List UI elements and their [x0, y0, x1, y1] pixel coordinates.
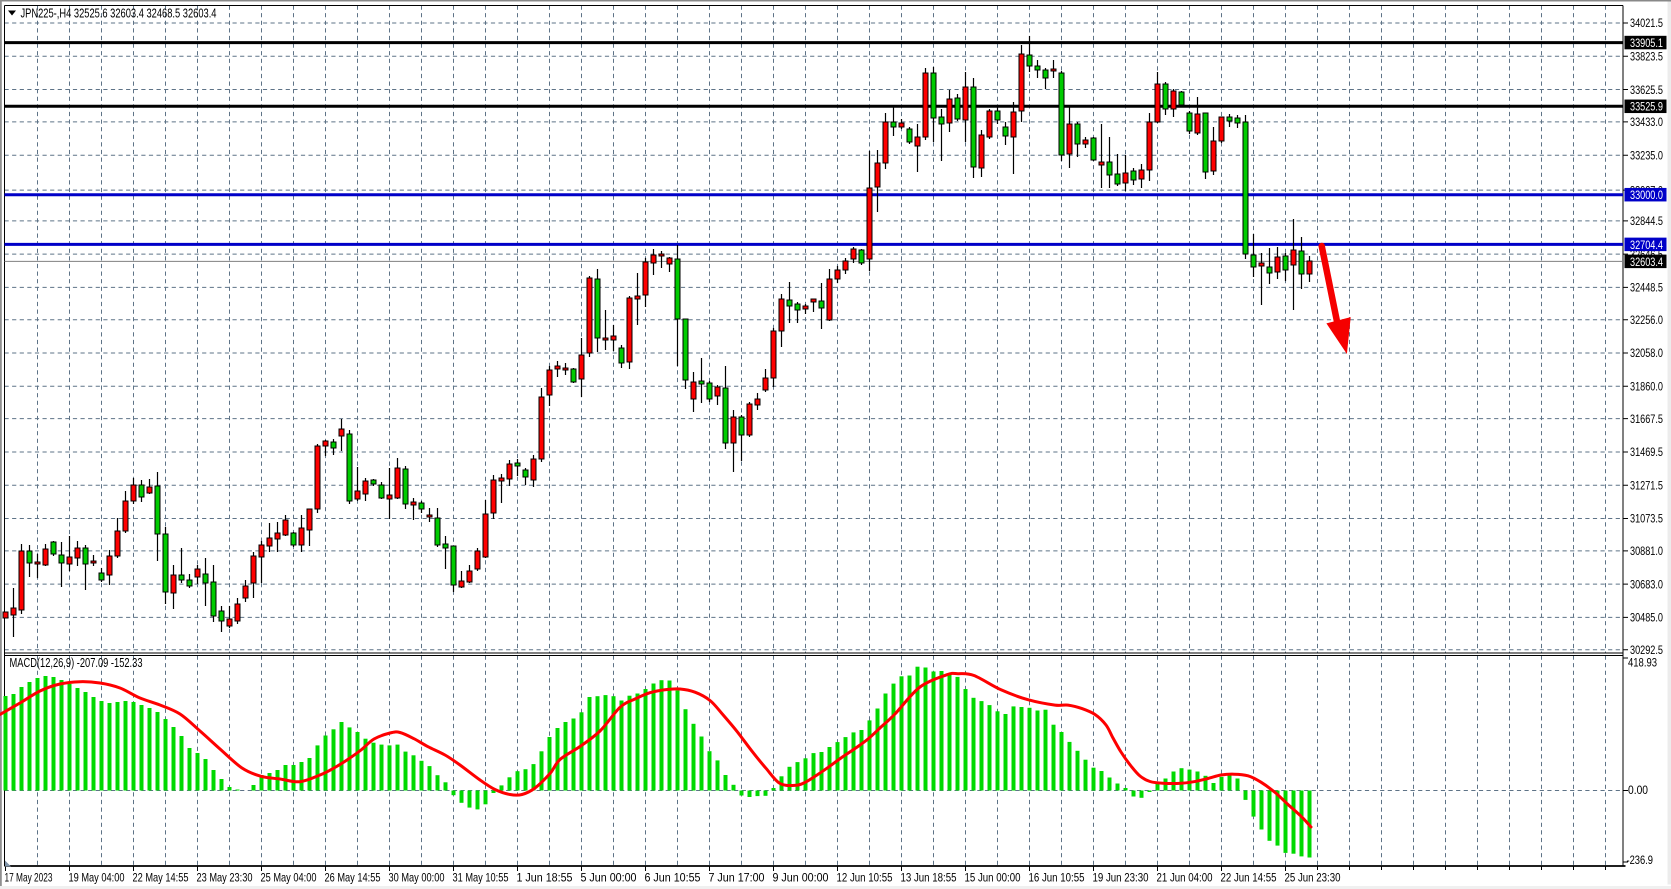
svg-text:30292.5: 30292.5: [1630, 643, 1663, 657]
svg-text:33625.5: 33625.5: [1630, 83, 1663, 97]
svg-text:30881.0: 30881.0: [1630, 544, 1663, 558]
svg-text:23 May 23:30: 23 May 23:30: [197, 871, 253, 885]
svg-text:31271.5: 31271.5: [1630, 478, 1663, 492]
svg-text:33000.0: 33000.0: [1630, 188, 1663, 202]
svg-text:32448.5: 32448.5: [1630, 281, 1663, 295]
svg-text:JPN225-,H4 32525.6 32603.4 32: JPN225-,H4 32525.6 32603.4 32468.5 32603…: [21, 7, 217, 21]
svg-text:22 Jun 14:55: 22 Jun 14:55: [1221, 871, 1277, 885]
svg-text:5 Jun 00:00: 5 Jun 00:00: [581, 871, 637, 885]
svg-text:12 Jun 10:55: 12 Jun 10:55: [837, 871, 893, 885]
svg-text:19 May 04:00: 19 May 04:00: [69, 871, 125, 885]
svg-text:32844.5: 32844.5: [1630, 214, 1663, 228]
svg-text:21 Jun 04:00: 21 Jun 04:00: [1157, 871, 1213, 885]
svg-text:31 May 10:55: 31 May 10:55: [453, 871, 509, 885]
svg-text:30485.0: 30485.0: [1630, 611, 1663, 625]
svg-text:26 May 14:55: 26 May 14:55: [325, 871, 381, 885]
svg-text:7 Jun 17:00: 7 Jun 17:00: [709, 871, 765, 885]
svg-text:-236.9: -236.9: [1627, 853, 1654, 867]
svg-text:34021.5: 34021.5: [1630, 16, 1663, 30]
svg-text:16 Jun 10:55: 16 Jun 10:55: [1029, 871, 1085, 885]
svg-text:32058.0: 32058.0: [1630, 346, 1663, 360]
svg-text:32603.4: 32603.4: [1630, 255, 1663, 269]
svg-text:31469.5: 31469.5: [1630, 445, 1663, 459]
svg-text:33525.9: 33525.9: [1630, 100, 1663, 114]
svg-text:22 May 14:55: 22 May 14:55: [133, 871, 189, 885]
svg-text:25 May 04:00: 25 May 04:00: [261, 871, 317, 885]
svg-text:33823.5: 33823.5: [1630, 49, 1663, 63]
svg-text:33905.1: 33905.1: [1630, 36, 1663, 50]
svg-text:6 Jun 10:55: 6 Jun 10:55: [645, 871, 701, 885]
svg-text:0.00: 0.00: [1628, 783, 1648, 797]
svg-text:25 Jun 23:30: 25 Jun 23:30: [1285, 871, 1341, 885]
svg-text:17 May 2023: 17 May 2023: [5, 871, 53, 885]
svg-text:33235.0: 33235.0: [1630, 148, 1663, 162]
svg-text:9 Jun 00:00: 9 Jun 00:00: [773, 871, 829, 885]
svg-text:30683.0: 30683.0: [1630, 577, 1663, 591]
svg-text:MACD(12,26,9) -207.09 -152.33: MACD(12,26,9) -207.09 -152.33: [10, 656, 143, 670]
svg-text:30 May 00:00: 30 May 00:00: [389, 871, 445, 885]
svg-text:32704.4: 32704.4: [1630, 238, 1663, 252]
svg-text:15 Jun 00:00: 15 Jun 00:00: [965, 871, 1021, 885]
svg-text:418.93: 418.93: [1628, 656, 1657, 670]
svg-text:31667.5: 31667.5: [1630, 412, 1663, 426]
svg-text:13 Jun 18:55: 13 Jun 18:55: [901, 871, 957, 885]
svg-text:32256.0: 32256.0: [1630, 313, 1663, 327]
svg-text:19 Jun 23:30: 19 Jun 23:30: [1093, 871, 1149, 885]
svg-text:31073.5: 31073.5: [1630, 512, 1663, 526]
svg-text:31860.0: 31860.0: [1630, 380, 1663, 394]
svg-text:33433.0: 33433.0: [1630, 115, 1663, 129]
svg-text:1 Jun 18:55: 1 Jun 18:55: [517, 871, 573, 885]
